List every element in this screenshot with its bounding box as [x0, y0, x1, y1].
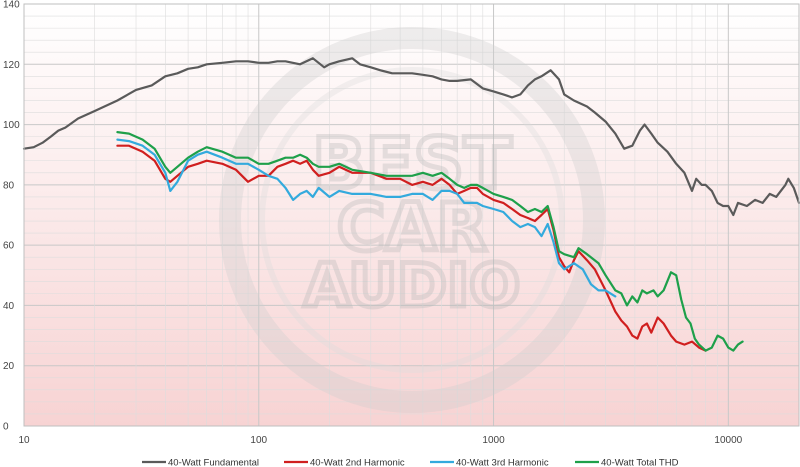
series-line-3	[116, 138, 617, 298]
y-tick-label: 0	[3, 422, 9, 433]
svg-text:AUDIO: AUDIO	[304, 251, 520, 321]
legend-label: 40-Watt Fundamental	[168, 458, 259, 467]
series-line-1	[22, 57, 800, 217]
y-tick-label: 100	[3, 120, 20, 131]
y-tick-label: 80	[3, 180, 15, 191]
series-line-4	[116, 131, 744, 352]
series-lines	[22, 57, 800, 352]
svg-text:CAR: CAR	[337, 189, 487, 266]
y-tick-label: 20	[3, 361, 15, 372]
y-tick-label: 40	[3, 301, 15, 312]
y-tick-label: 140	[3, 0, 20, 11]
legend-label: 40-Watt 2nd Harmonic	[310, 458, 405, 467]
x-tick-label: 10	[18, 435, 30, 446]
x-tick-label: 1000	[482, 435, 505, 446]
x-tick-label: 100	[250, 435, 267, 446]
x-axis-tick-labels: 10 100 1000 10000	[18, 435, 742, 446]
y-tick-label: 120	[3, 60, 20, 71]
series-line-2	[116, 144, 707, 352]
legend-label: 40-Watt 3rd Harmonic	[456, 458, 549, 467]
plot-border	[23, 3, 800, 427]
y-tick-label: 60	[3, 241, 15, 252]
x-tick-label: 10000	[714, 435, 742, 446]
chart-legend: 40-Watt Fundamental 40-Watt 2nd Harmonic 4…	[142, 458, 679, 467]
y-axis-tick-labels: 0 20 40 60 80 100 120 140	[3, 0, 20, 433]
legend-label: 40-Watt Total THD	[601, 458, 679, 467]
